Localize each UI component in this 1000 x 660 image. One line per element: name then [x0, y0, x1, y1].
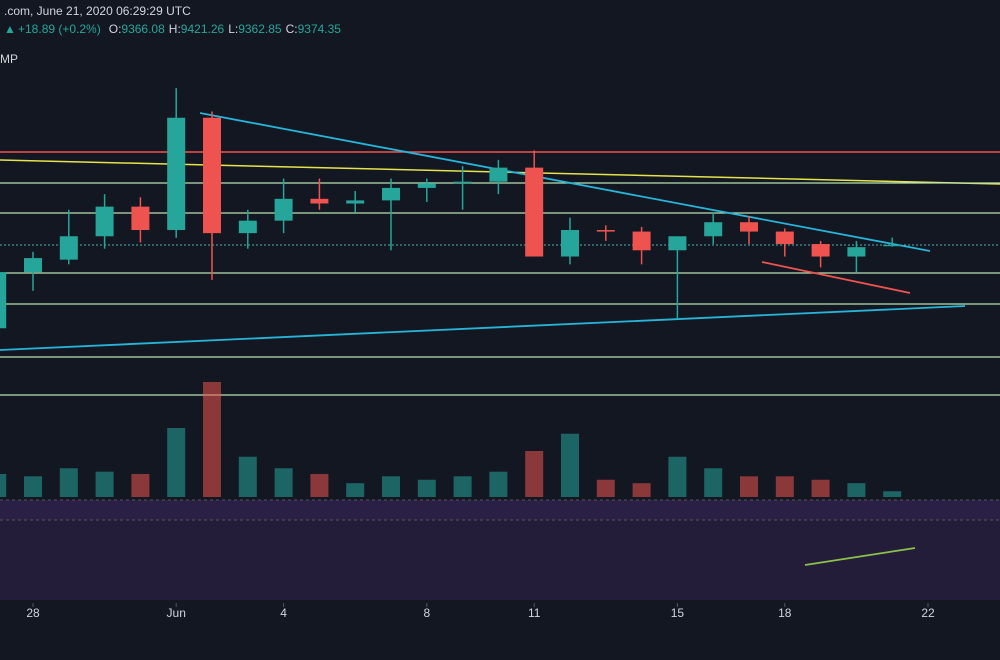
candle-body	[596, 230, 615, 232]
candle-body	[203, 117, 221, 234]
ohlc-value: 9362.85	[238, 22, 282, 36]
volume-bar	[131, 474, 150, 497]
trend-line	[199, 112, 931, 252]
candle-body	[346, 200, 365, 204]
candle-body	[704, 222, 723, 237]
volume-bar	[596, 479, 615, 497]
candle-body	[167, 117, 186, 231]
candle-body	[740, 222, 758, 232]
ohlc-value: 9366.08	[121, 22, 165, 36]
volume-bar	[203, 382, 221, 497]
ohlc-value: 9374.35	[298, 22, 342, 36]
candle-body	[775, 231, 794, 245]
ohlc-label: L:	[228, 22, 238, 36]
candle-body	[95, 206, 114, 237]
ohlc-label: O:	[109, 22, 122, 36]
volume-bar	[0, 474, 7, 497]
candle-body	[238, 220, 257, 234]
volume-bar	[238, 456, 257, 497]
ohlc-label: H:	[169, 22, 181, 36]
volume-bar	[95, 471, 114, 497]
candle-body	[382, 187, 400, 201]
x-tick-label: 28	[26, 606, 40, 620]
rsi-pane	[0, 520, 1000, 600]
trend-line	[761, 261, 911, 294]
trend-line	[804, 547, 916, 566]
volume-bar	[24, 476, 42, 497]
volume-bar	[489, 471, 508, 497]
x-tick-label: 18	[778, 606, 792, 620]
volume-bar	[561, 433, 579, 497]
candle-body	[310, 198, 329, 204]
volume-bar	[883, 491, 902, 497]
indicator-label: MP	[0, 52, 18, 66]
candle-body	[561, 230, 579, 257]
candle-body	[24, 258, 42, 273]
candle-body	[883, 244, 902, 247]
trend-line	[0, 305, 966, 351]
volume-bar	[274, 468, 293, 497]
header-change: +18.89 (+0.2%)	[18, 22, 101, 36]
candle-body	[632, 231, 651, 251]
candle-body	[811, 244, 830, 257]
volume-bar	[346, 483, 365, 497]
volume-bar	[382, 476, 400, 497]
volume-bar	[417, 479, 436, 497]
volume-bar	[811, 479, 830, 497]
candle-body	[59, 236, 78, 260]
stoch-pane	[0, 500, 1000, 520]
volume-bar	[668, 456, 687, 497]
x-tick-label: 11	[528, 606, 541, 620]
x-tick-label: 15	[671, 606, 685, 620]
volume-bar	[632, 483, 651, 497]
volume-bar	[775, 476, 794, 497]
ohlc-label: C:	[286, 22, 298, 36]
x-tick-label: 4	[280, 606, 287, 620]
volume-bar	[847, 483, 866, 497]
volume-bar	[740, 476, 758, 497]
candle-body	[489, 167, 508, 182]
x-tick-label: 22	[921, 606, 935, 620]
candle-body	[525, 167, 544, 257]
volume-bar	[167, 428, 186, 497]
header-source: .com, June 21, 2020 06:29:29 UTC	[4, 4, 191, 18]
volume-bar	[453, 476, 472, 497]
ohlc-value: 9421.26	[181, 22, 225, 36]
candle-body	[274, 198, 293, 221]
candle-body	[417, 183, 436, 188]
candle-body	[131, 206, 150, 231]
volume-bar	[704, 468, 723, 497]
candle-body	[0, 272, 7, 329]
volume-bar	[59, 468, 78, 497]
volume-bar	[525, 451, 544, 497]
x-tick-label: 8	[423, 606, 430, 620]
candle-body	[668, 236, 687, 251]
candle-body	[847, 247, 866, 257]
x-tick-label: Jun	[167, 606, 186, 620]
volume-bar	[310, 474, 329, 497]
change-arrow: ▲	[4, 22, 16, 36]
candle-body	[453, 181, 472, 184]
